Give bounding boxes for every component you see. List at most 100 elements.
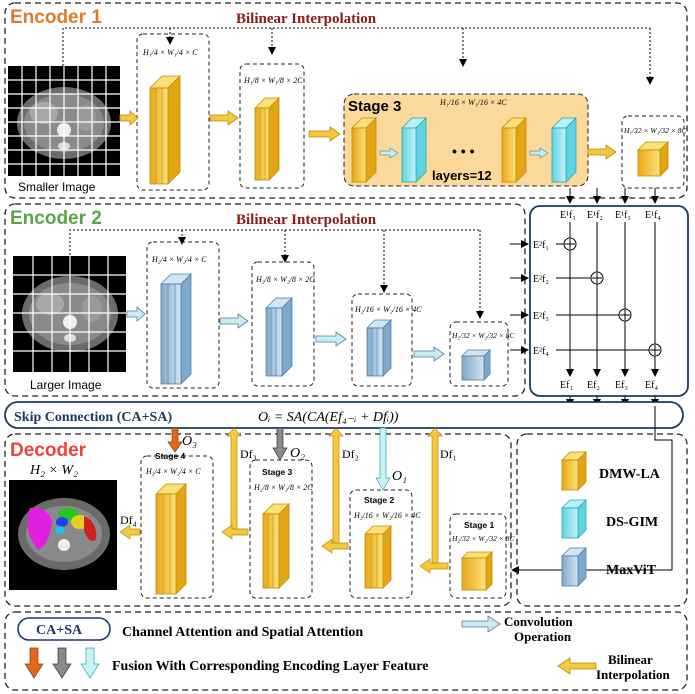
dec-stage2-label: Stage 2 (364, 495, 395, 505)
fusion-top-labels: E¹f₁ E¹f₂ E¹f₃ E¹f₄ (560, 210, 661, 221)
dec-block-3 (262, 503, 290, 589)
stage3-conv-arrows (379, 147, 549, 159)
fusion-left-label-4: E²f₄ (533, 346, 549, 357)
encoder2-interp-lines (69, 229, 484, 319)
ca-sa-pill-label: CA+SA (36, 623, 83, 638)
dec-stage4-label: Stage 4 (155, 451, 186, 461)
skip-formula: Oᵢ = SA(CA(Ef₄₋ᵢ + Dfᵢ)) (258, 410, 399, 425)
dec-stage4-box (140, 455, 214, 599)
enc2-flow-arrows (126, 306, 445, 362)
fusion-panel (529, 205, 689, 397)
legend-ds-gim: DS-GIM (561, 499, 658, 539)
dec-dim-3: H₂/8 × W₂/8 × 2C (253, 483, 313, 492)
enc1-flow-arrows (119, 110, 617, 160)
dec-stage3-box (249, 459, 313, 599)
enc2-dim-4: H₂/32 × W₂/32 × 8C (451, 331, 515, 340)
legend-label-ds-gim: DS-GIM (606, 515, 658, 530)
legend-dmw-la: DMW-LA (561, 451, 661, 491)
legend-panel (516, 433, 688, 607)
decoder-title: Decoder (10, 440, 87, 461)
bottom-legend-panel (4, 611, 688, 691)
encoder1-interp-label: Bilinear Interpolation (236, 11, 377, 27)
stage3-blocks (351, 117, 577, 183)
dec-stage3-label: Stage 3 (262, 467, 293, 477)
larger-image-caption: Larger Image (30, 378, 102, 392)
interp-legend-label-line1: Bilinear (608, 652, 653, 667)
dec-dim-1: H₂/32 × W₂/32 × 8C (451, 534, 515, 543)
enc2-dim-3: H₂/16 × W₂/16 × 4C (354, 305, 422, 314)
dec-dim-4: H₂/4 × W₂/4 × C (145, 467, 201, 476)
ca-sa-pill (17, 617, 111, 641)
interp-legend-arrow (557, 657, 597, 675)
conv-legend-label: Convolution Operation (504, 614, 576, 644)
d-label-1: Df₁ (440, 447, 457, 461)
d-label-2: Df₂ (342, 447, 359, 461)
stage3-ellipsis: • • • (452, 143, 475, 159)
interp-legend-label: Bilinear Interpolation (596, 652, 670, 682)
fusion-top-label-4: E¹f₄ (645, 210, 661, 221)
fusion-bottom-label-2: Ef₂ (587, 380, 600, 391)
d-label-3: Df₃ (240, 447, 257, 461)
enc2-stage1-box (146, 241, 220, 389)
fusion-bottom-labels: Ef₁ Ef₂ Ef₃ Ef₄ (560, 380, 658, 391)
fusion-legend-description: Fusion With Corresponding Encoding Layer… (112, 659, 428, 674)
enc2-dim-1: H₂/4 × W₂/4 × C (151, 255, 207, 264)
decoder-output-size: H₂ × W₂ (29, 463, 78, 478)
conv-legend-arrow (461, 615, 501, 633)
fusion-input-arrows (510, 188, 659, 407)
dec-stage1-box (449, 513, 507, 599)
enc1-dim-3: H₁/16 × W₁/16 × 4C (439, 98, 507, 107)
fusion-add-plus (565, 239, 660, 355)
dec-block-2 (364, 525, 392, 589)
enc2-block-3 (366, 319, 392, 377)
larger-image (13, 256, 126, 372)
enc1-stage1-box (136, 33, 210, 191)
fusion-add-nodes (563, 237, 662, 357)
enc1-block-1 (149, 75, 181, 185)
enc2-stage4-box (449, 321, 509, 387)
enc1-dim-4: H₁/32 × W₁/32 × 8C (623, 126, 687, 135)
enc2-stage2-box (251, 261, 315, 387)
skip-connection-bar (4, 401, 684, 429)
fusion-top-label-1: E¹f₁ (560, 210, 576, 221)
fusion-left-label-3: E²f₃ (533, 311, 549, 322)
encoder1-interp-lines (62, 27, 654, 85)
skip-connection-label: Skip Connection (CA+SA) (14, 410, 172, 425)
decoder-up-arrows (226, 427, 443, 567)
dec-stage1-label: Stage 1 (464, 520, 495, 530)
decoder-panel (4, 433, 512, 607)
smaller-image-caption: Smaller Image (18, 180, 96, 194)
ca-sa-description: Channel Attention and Spatial Attention (122, 625, 363, 640)
dec-block-1 (461, 551, 493, 591)
o-label-3: O₃ (182, 434, 197, 449)
d-labels: Df₃ Df₂ Df₁ Df₄ (120, 447, 457, 527)
legend-maxvit: MaxViT (561, 547, 657, 587)
segmentation-output (9, 480, 117, 590)
fusion-bottom-label-3: Ef₃ (615, 380, 628, 391)
conv-legend-label-line2: Operation (514, 629, 572, 644)
fusion-left-label-1: E²f₁ (533, 240, 549, 251)
o-label-2: O₂ (290, 446, 305, 461)
smaller-image (8, 66, 120, 176)
interp-legend-label-line2: Interpolation (596, 667, 670, 682)
dec-dim-2: H₂/16 × W₂/16 × 4C (353, 511, 421, 520)
enc1-dim-2: H₁/8 × W₁/8 × 2C (243, 76, 303, 85)
decoder-left-arrows (119, 524, 449, 574)
enc2-block-1 (160, 273, 192, 385)
enc1-block-4 (637, 141, 669, 177)
fusion-to-decoder-line (511, 406, 673, 574)
o-labels: O₃ O₂ O₁ (182, 434, 407, 484)
dec-block-4 (155, 483, 187, 595)
enc2-block-2 (265, 297, 293, 377)
fusion-bottom-label-1: Ef₁ (560, 380, 573, 391)
o-label-1: O₁ (392, 469, 407, 484)
fusion-top-label-3: E¹f₃ (615, 210, 631, 221)
enc2-dim-2: H₂/8 × W₂/8 × 2C (255, 275, 315, 284)
enc1-block-2 (254, 97, 280, 181)
fusion-legend-arrows (24, 647, 100, 679)
d-label-4: Df₄ (120, 513, 137, 527)
fusion-down-arrows (167, 427, 391, 491)
dec-stage2-box (349, 489, 413, 599)
fusion-top-label-2: E¹f₂ (587, 210, 603, 221)
